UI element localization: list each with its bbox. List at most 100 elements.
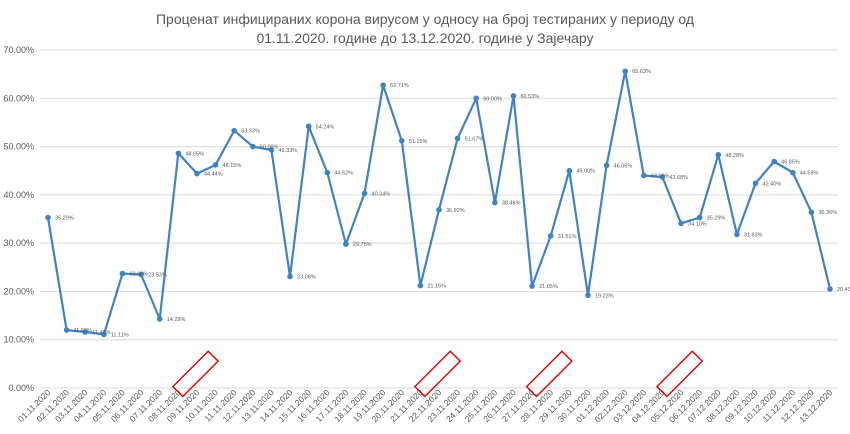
data-point	[752, 180, 759, 187]
data-point	[119, 270, 126, 277]
data-label: 21.05%	[539, 284, 558, 290]
data-label: 46.06%	[614, 163, 633, 169]
data-point	[622, 68, 628, 75]
data-label: 44.62%	[334, 171, 353, 177]
data-labels: 35.29% 11.92% 11.48% 11.11% 23.68% 23.53% 14.2…	[55, 69, 850, 338]
data-point	[678, 220, 684, 227]
data-label: 20.43%	[837, 287, 850, 293]
series-line-group	[46, 70, 832, 336]
y-tick-label: 50.00%	[3, 142, 34, 152]
data-label: 23.08%	[297, 274, 316, 280]
data-label: 34.10%	[688, 221, 707, 227]
data-label: 44.59%	[800, 171, 819, 177]
y-tick-label: 20.00%	[3, 286, 34, 296]
data-point	[473, 95, 480, 102]
data-label: 35.29%	[55, 216, 74, 222]
data-label: 38.46%	[502, 201, 521, 207]
data-label: 42.40%	[763, 181, 782, 187]
data-point	[175, 150, 182, 157]
highlight-box	[171, 350, 220, 398]
data-label: 51.15%	[409, 139, 428, 145]
data-label: 11.48%	[92, 330, 110, 336]
data-label: 36.36%	[818, 210, 837, 216]
data-point	[566, 167, 573, 174]
data-point	[82, 329, 89, 335]
data-label: 44.44%	[204, 172, 223, 178]
y-tick-label: 70.00%	[3, 45, 34, 55]
data-label: 14.29%	[167, 317, 186, 323]
data-point	[659, 174, 666, 180]
highlight-boxes	[171, 350, 704, 398]
data-point	[641, 172, 647, 179]
data-label: 60.53%	[520, 94, 539, 100]
data-label: 54.24%	[316, 124, 335, 130]
y-tick-label: 0.00%	[8, 383, 34, 393]
data-point	[194, 170, 200, 177]
data-point	[287, 273, 293, 280]
data-label: 19.23%	[595, 293, 614, 299]
data-point	[250, 143, 256, 150]
data-point	[212, 162, 219, 168]
data-label: 11.92%	[74, 328, 92, 334]
data-point	[603, 162, 610, 169]
data-label: 62.71%	[390, 83, 409, 89]
data-point	[696, 214, 703, 221]
data-point	[324, 169, 331, 176]
data-point	[529, 283, 535, 289]
data-label: 49.33%	[278, 148, 297, 154]
data-label: 31.83%	[744, 232, 763, 238]
data-point	[436, 207, 442, 213]
data-point	[808, 209, 815, 216]
data-point	[454, 135, 461, 142]
data-label: 23.53%	[148, 273, 167, 279]
data-label: 23.68%	[129, 272, 148, 278]
data-point	[231, 127, 237, 134]
data-point	[492, 199, 498, 206]
data-point	[63, 327, 70, 333]
data-point	[361, 190, 368, 197]
data-points	[45, 68, 833, 338]
data-point	[417, 282, 424, 289]
data-label: 29.75%	[353, 242, 372, 248]
y-axis-ticks: 0.00% 10.00% 20.00% 30.00% 40.00% 50.00% 60.00…	[3, 45, 34, 393]
data-label: 48.28%	[725, 153, 744, 159]
data-point	[510, 93, 517, 99]
data-label: 21.15%	[427, 284, 446, 290]
data-label: 46.15%	[223, 163, 242, 169]
highlight-box	[525, 350, 573, 398]
data-label: 60.00%	[483, 96, 502, 102]
chart-title-line-1: Проценат инфицираних корона вирусом у од…	[155, 11, 695, 27]
data-label: 31.51%	[558, 234, 577, 240]
data-label: 35.29%	[707, 216, 726, 222]
data-label: 46.85%	[781, 160, 800, 166]
data-label: 11.11%	[111, 332, 129, 338]
data-label: 53.33%	[241, 129, 260, 135]
data-point	[305, 123, 312, 130]
y-tick-label: 10.00%	[3, 335, 34, 345]
data-point	[101, 331, 107, 338]
y-tick-label: 30.00%	[3, 238, 34, 248]
data-label: 65.63%	[632, 69, 651, 75]
data-point	[138, 271, 144, 278]
data-point	[343, 241, 349, 247]
data-point	[268, 147, 275, 153]
data-label: 50.00%	[260, 145, 279, 151]
data-point	[715, 151, 722, 158]
x-axis-ticks: 01.11.202002.11.202003.11.202004.11.2020…	[16, 387, 835, 424]
data-label: 45.00%	[576, 169, 595, 175]
data-point	[398, 137, 405, 144]
highlight-box	[413, 350, 462, 398]
data-point	[771, 158, 777, 165]
data-point	[45, 214, 51, 221]
data-point	[585, 292, 591, 299]
data-label: 43.68%	[669, 175, 688, 181]
data-point	[156, 316, 163, 322]
highlight-box	[655, 350, 704, 398]
series-line	[46, 70, 832, 336]
data-point	[827, 286, 833, 292]
data-point	[789, 169, 796, 176]
data-point	[547, 233, 554, 239]
data-label: 48.65%	[185, 151, 204, 157]
